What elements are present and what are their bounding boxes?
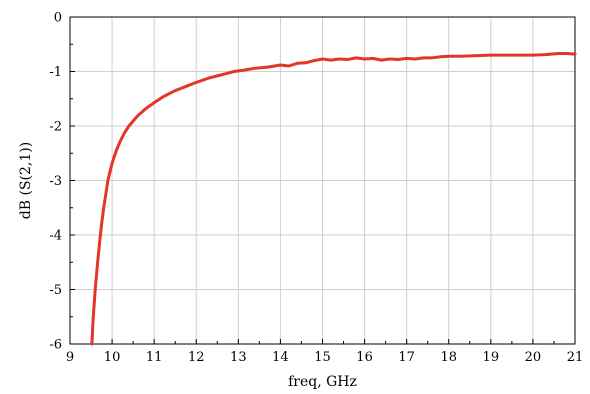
y-tick-label: -2 (49, 120, 62, 135)
grid (69, 16, 576, 345)
x-axis-title: freq, GHz (288, 374, 357, 390)
x-tick-label: 21 (567, 350, 584, 365)
x-tick-label: 16 (356, 350, 373, 365)
x-tick-label: 19 (483, 350, 500, 365)
series-group (90, 52, 577, 346)
y-tick-label: -5 (49, 283, 62, 298)
x-tick-label: 9 (66, 350, 74, 365)
x-tick-label: 14 (272, 350, 289, 365)
x-tick-label: 10 (104, 350, 121, 365)
x-tick-label: 17 (398, 350, 415, 365)
y-tick-label: 0 (54, 11, 62, 26)
y-axis: 0 -1 -2 -3 -4 -5 -6 (49, 11, 75, 353)
x-tick-label: 18 (440, 350, 457, 365)
x-tick-label: 13 (230, 350, 247, 365)
x-tick-label: 11 (146, 350, 163, 365)
x-tick-label: 20 (525, 350, 542, 365)
y-axis-title: dB (S(2,1)) (18, 142, 34, 219)
y-tick-label: -4 (49, 229, 62, 244)
x-tick-label: 12 (188, 350, 205, 365)
x-axis: 9 10 11 12 13 14 15 16 17 18 19 20 21 (66, 339, 583, 365)
y-tick-label: -3 (49, 174, 62, 189)
y-tick-label: -1 (49, 65, 62, 80)
x-tick-label: 15 (314, 350, 331, 365)
y-tick-label: -6 (49, 338, 62, 353)
series-line-0 (90, 52, 577, 346)
